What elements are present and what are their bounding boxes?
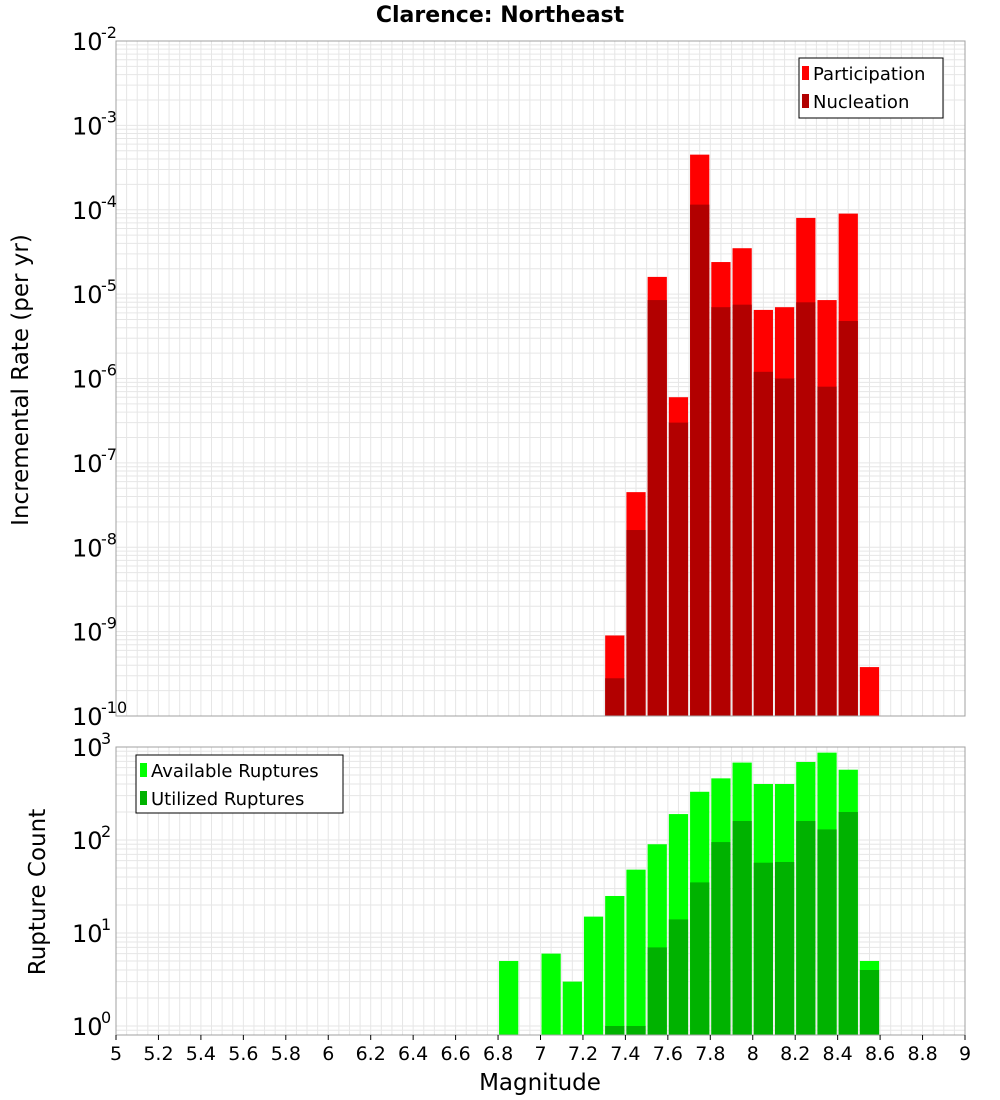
bottom-bar-utilized (817, 829, 837, 1035)
legend-label-participation: Participation (813, 64, 925, 85)
bottom-bar-utilized (668, 919, 689, 1035)
top-ytick-label: 10 (72, 703, 103, 731)
bottom-ytick-label: 10 (72, 827, 103, 855)
top-legend: Participation Nucleation (798, 57, 944, 119)
top-ytick-exponent: -8 (101, 529, 117, 548)
legend-swatch-participation (802, 66, 809, 80)
bottom-bar-utilized (605, 1025, 625, 1035)
top-bar-nucleation (753, 371, 773, 716)
bottom-bar-utilized (796, 821, 816, 1035)
bottom-ytick-exponent: 3 (101, 729, 111, 748)
x-tick-label: 6 (322, 1043, 334, 1065)
bottom-bar-utilized (647, 947, 667, 1035)
top-bar-nucleation (711, 307, 731, 716)
top-ytick-label: 10 (72, 366, 103, 394)
bottom-ytick-label: 10 (72, 920, 103, 948)
top-ytick-label: 10 (72, 281, 103, 309)
top-bar-nucleation (626, 530, 646, 716)
bottom-bar-available (499, 960, 519, 1035)
bottom-bar-utilized (690, 882, 710, 1035)
bottom-bar-available (626, 869, 646, 1035)
x-tick-label: 8.2 (780, 1043, 810, 1065)
top-ytick-exponent: -7 (101, 445, 117, 464)
bottom-bar-utilized (838, 812, 858, 1035)
legend-swatch-utilized (140, 791, 147, 805)
bottom-bar-utilized (774, 861, 795, 1035)
legend-label-nucleation: Nucleation (813, 92, 909, 113)
bottom-bar-available (541, 953, 561, 1035)
bottom-ytick-exponent: 0 (101, 1008, 111, 1027)
top-ytick-exponent: -6 (101, 361, 117, 380)
bottom-bar-available (583, 916, 604, 1035)
legend-label-utilized: Utilized Ruptures (151, 789, 304, 810)
x-tick-label: 5.4 (186, 1043, 216, 1065)
top-ytick-exponent: -5 (101, 276, 117, 295)
top-ytick-exponent: -3 (101, 107, 117, 126)
bottom-bar-utilized (626, 1025, 646, 1035)
top-bar-nucleation (838, 321, 858, 716)
x-tick-label: 9 (959, 1043, 971, 1065)
x-tick-label: 8.8 (907, 1043, 937, 1065)
top-bar-nucleation (605, 678, 625, 716)
bottom-legend: Available Ruptures Utilized Ruptures (135, 754, 344, 814)
bottom-ytick-label: 10 (72, 734, 103, 762)
top-bar-nucleation (647, 300, 667, 716)
top-ytick-label: 10 (72, 534, 103, 562)
top-bar-nucleation (796, 302, 816, 716)
x-tick-label: 5.2 (143, 1043, 173, 1065)
top-bar-nucleation (817, 386, 837, 716)
bottom-bar-utilized (859, 969, 880, 1035)
top-ytick-exponent: -2 (101, 23, 117, 42)
x-tick-label: 8.4 (823, 1043, 853, 1065)
x-tick-label: 7.2 (568, 1043, 598, 1065)
bottom-legend-box (135, 754, 344, 814)
top-bar-nucleation (668, 422, 689, 716)
top-ytick-label: 10 (72, 450, 103, 478)
bottom-bar-utilized (753, 862, 773, 1035)
top-ytick-exponent: -9 (101, 614, 117, 633)
bottom-bar-available (605, 895, 625, 1035)
x-tick-label: 5 (110, 1043, 122, 1065)
x-axis-title: Magnitude (479, 1070, 601, 1096)
top-legend-box (798, 57, 944, 119)
top-plot-frame (115, 40, 966, 717)
bottom-bar-available (562, 981, 582, 1035)
top-y-axis-title: Incremental Rate (per yr) (8, 234, 34, 526)
x-tick-label: 6.6 (440, 1043, 470, 1065)
x-tick-label: 6.8 (483, 1043, 513, 1065)
legend-swatch-available (140, 763, 147, 777)
bottom-ytick-label: 10 (72, 1013, 103, 1041)
bottom-ytick-exponent: 1 (101, 915, 111, 934)
x-tick-label: 8.6 (865, 1043, 895, 1065)
x-tick-label: 7.4 (610, 1043, 640, 1065)
top-ytick-label: 10 (72, 619, 103, 647)
bottom-ytick-exponent: 2 (101, 822, 111, 841)
bottom-bar-utilized (732, 821, 752, 1035)
x-tick-label: 7.8 (695, 1043, 725, 1065)
top-ytick-exponent: -4 (101, 192, 117, 211)
top-ytick-label: 10 (72, 197, 103, 225)
x-tick-label: 5.8 (271, 1043, 301, 1065)
top-bar-nucleation (774, 378, 795, 716)
legend-swatch-nucleation (802, 94, 809, 108)
x-tick-label: 7.6 (653, 1043, 683, 1065)
bottom-bar-utilized (711, 842, 731, 1035)
x-tick-label: 7 (534, 1043, 546, 1065)
top-bar-nucleation (732, 304, 752, 716)
top-bar-participation (859, 667, 880, 716)
x-tick-label: 5.6 (228, 1043, 258, 1065)
top-ytick-label: 10 (72, 112, 103, 140)
x-tick-label: 6.2 (356, 1043, 386, 1065)
x-tick-label: 6.4 (398, 1043, 428, 1065)
top-ytick-exponent: -10 (101, 698, 127, 717)
legend-label-available: Available Ruptures (151, 761, 319, 782)
top-bar-nucleation (690, 204, 710, 717)
top-ytick-label: 10 (72, 28, 103, 56)
x-tick-label: 8 (747, 1043, 759, 1065)
bottom-y-axis-title: Rupture Count (25, 809, 51, 975)
chart-title: Clarence: Northeast (376, 3, 625, 28)
